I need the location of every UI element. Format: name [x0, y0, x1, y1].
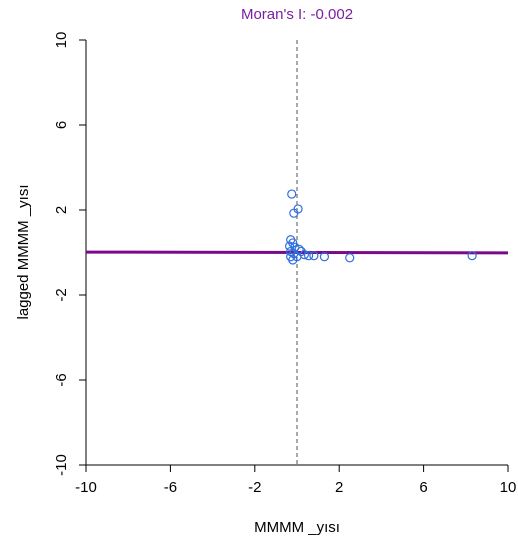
y-tick-label: -6 — [53, 373, 70, 386]
x-tick-label: 2 — [335, 479, 343, 496]
data-point — [287, 189, 297, 199]
data-point — [309, 251, 319, 261]
chart-title: Moran's I: -0.002 — [241, 6, 353, 23]
y-tick-label: 6 — [53, 121, 70, 129]
data-point — [345, 253, 355, 263]
data-point — [289, 208, 299, 218]
x-tick-label: -2 — [248, 479, 261, 496]
data-point — [288, 238, 298, 248]
x-axis-title: MMMM _yısı — [254, 519, 340, 536]
y-tick-label: 2 — [53, 206, 70, 214]
points-layer — [285, 189, 477, 265]
x-tick-label: 6 — [419, 479, 427, 496]
data-point — [319, 252, 330, 262]
y-tick-label: 10 — [53, 32, 70, 49]
plot-area — [85, 40, 509, 466]
data-point — [289, 248, 299, 259]
x-axis-ticks: -10 -6 -2 2 6 10 — [75, 465, 516, 496]
x-tick-label: -10 — [75, 479, 97, 496]
data-point — [285, 241, 295, 251]
data-point — [467, 251, 477, 261]
x-tick-label: 10 — [500, 479, 517, 496]
y-tick-label: -10 — [53, 454, 70, 476]
x-tick-label: -6 — [164, 479, 177, 496]
data-point — [304, 251, 314, 261]
y-tick-label: -2 — [53, 288, 70, 301]
y-axis-ticks: -10 -6 -2 2 6 10 — [53, 32, 86, 476]
data-point — [288, 255, 298, 265]
y-axis-title: lagged MMMM _yısı — [15, 184, 32, 319]
